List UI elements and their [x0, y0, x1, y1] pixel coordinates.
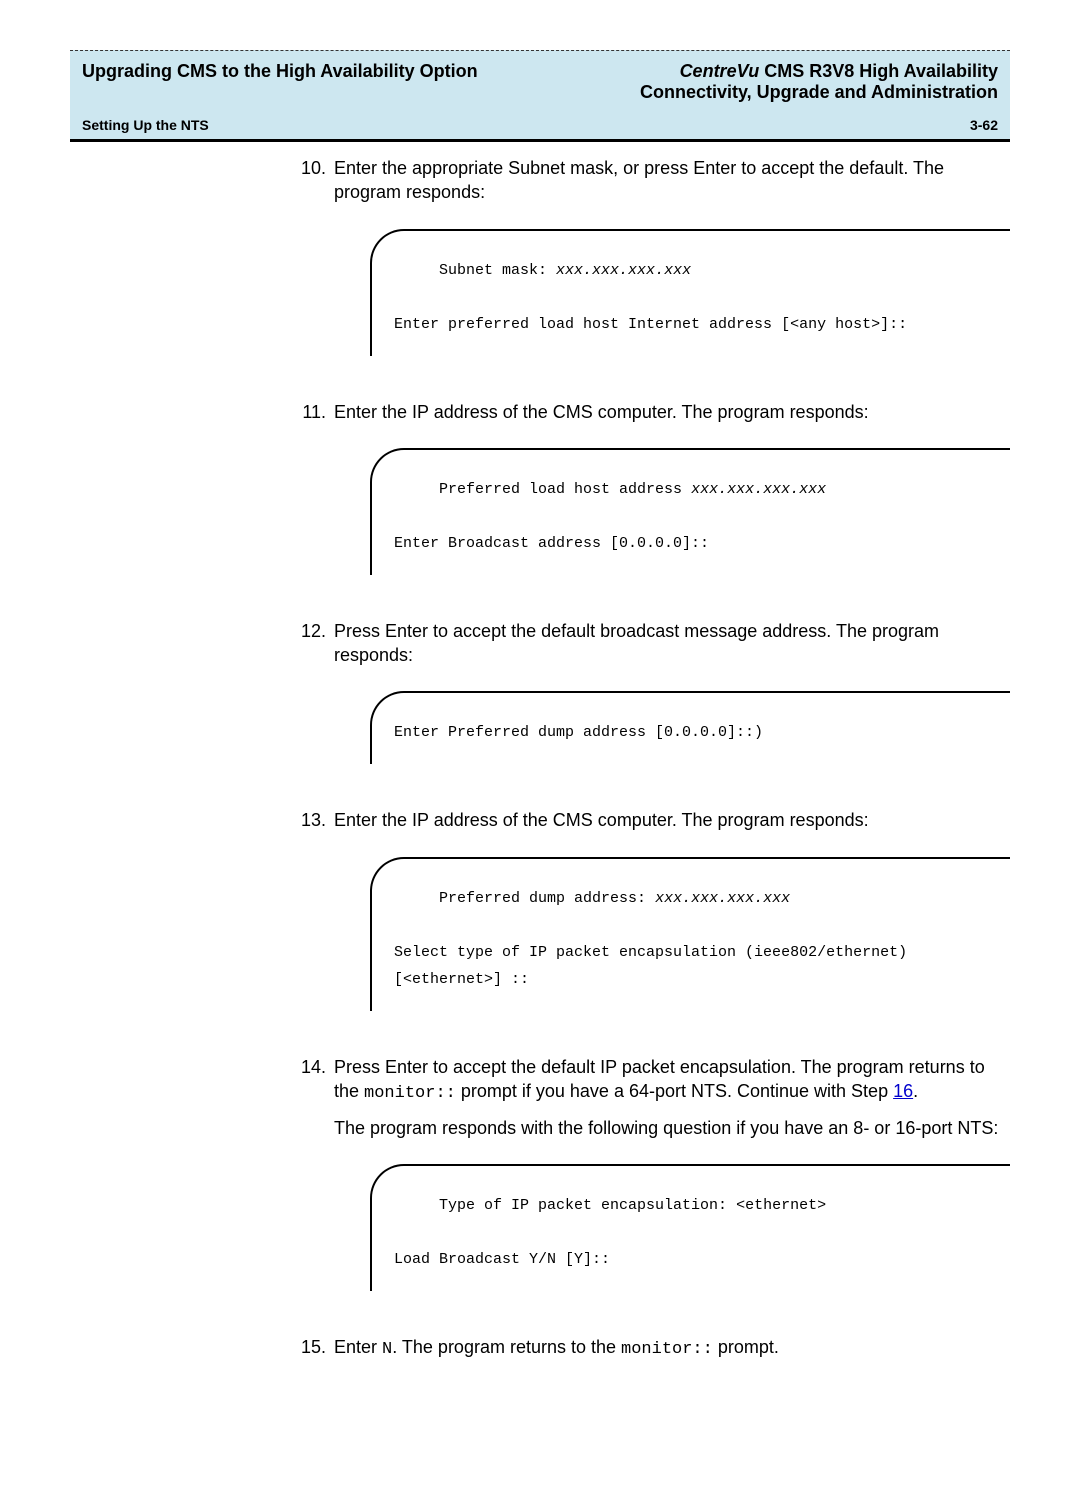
- header-right-rest: CMS R3V8 High Availability: [759, 61, 998, 81]
- terminal-line: Select type of IP packet encapsulation (…: [394, 939, 988, 966]
- terminal-line: [394, 503, 988, 530]
- step-body: Enter the appropriate Subnet mask, or pr…: [334, 156, 1010, 386]
- step: 11.Enter the IP address of the CMS compu…: [300, 400, 1010, 605]
- header-left-title: Upgrading CMS to the High Availability O…: [82, 61, 540, 82]
- step-body: Press Enter to accept the default broadc…: [334, 619, 1010, 795]
- terminal-line: [394, 284, 988, 311]
- header-sub-row: Setting Up the NTS 3-62: [82, 117, 998, 133]
- step-number: 11.: [300, 400, 334, 605]
- inline-code: N: [382, 1340, 392, 1359]
- step-text: Press Enter to accept the default IP pac…: [334, 1055, 1010, 1106]
- inline-code: monitor::: [364, 1084, 456, 1103]
- inline-code: monitor::: [621, 1340, 713, 1359]
- terminal-line: Enter Preferred dump address [0.0.0.0]::…: [394, 719, 988, 746]
- terminal-line: [394, 1219, 988, 1246]
- step-text: Enter the IP address of the CMS computer…: [334, 808, 1010, 832]
- step-text: The program responds with the following …: [334, 1116, 1010, 1140]
- step: 14.Press Enter to accept the default IP …: [300, 1055, 1010, 1322]
- step-number: 13.: [300, 808, 334, 1040]
- terminal-line: Enter preferred load host Internet addre…: [394, 311, 988, 338]
- terminal-line: [394, 912, 988, 939]
- terminal-line: [<ethernet>] ::: [394, 966, 988, 993]
- step-number: 14.: [300, 1055, 334, 1322]
- step-body: Enter N. The program returns to the moni…: [334, 1335, 1010, 1372]
- step-text: Enter the IP address of the CMS computer…: [334, 400, 1010, 424]
- terminal-line: Preferred load host address xxx.xxx.xxx.…: [394, 476, 988, 503]
- header-right-block: CentreVu CMS R3V8 High Availability Conn…: [540, 61, 998, 103]
- terminal-output: Type of IP packet encapsulation: <ethern…: [370, 1164, 1010, 1291]
- page-content: 10.Enter the appropriate Subnet mask, or…: [300, 142, 1010, 1372]
- step-number: 15.: [300, 1335, 334, 1372]
- terminal-line: Subnet mask: xxx.xxx.xxx.xxx: [394, 257, 988, 284]
- terminal-output: Subnet mask: xxx.xxx.xxx.xxx Enter prefe…: [370, 229, 1010, 356]
- terminal-output: Preferred dump address: xxx.xxx.xxx.xxx …: [370, 857, 1010, 1011]
- step-body: Enter the IP address of the CMS computer…: [334, 808, 1010, 1040]
- header-top-row: Upgrading CMS to the High Availability O…: [82, 61, 998, 103]
- step: 13.Enter the IP address of the CMS compu…: [300, 808, 1010, 1040]
- step: 10.Enter the appropriate Subnet mask, or…: [300, 156, 1010, 386]
- step-text: Enter the appropriate Subnet mask, or pr…: [334, 156, 1010, 205]
- header-sub-left: Setting Up the NTS: [82, 117, 209, 133]
- terminal-line: Preferred dump address: xxx.xxx.xxx.xxx: [394, 885, 988, 912]
- header-right-subtitle: Connectivity, Upgrade and Administration: [640, 82, 998, 102]
- step-text: Enter N. The program returns to the moni…: [334, 1335, 1010, 1362]
- terminal-line: Load Broadcast Y/N [Y]::: [394, 1246, 988, 1273]
- terminal-output: Enter Preferred dump address [0.0.0.0]::…: [370, 691, 1010, 764]
- step-body: Enter the IP address of the CMS computer…: [334, 400, 1010, 605]
- step-link[interactable]: 16: [893, 1081, 913, 1101]
- terminal-line: Enter Broadcast address [0.0.0.0]::: [394, 530, 988, 557]
- terminal-output: Preferred load host address xxx.xxx.xxx.…: [370, 448, 1010, 575]
- step-number: 10.: [300, 156, 334, 386]
- step-text: Press Enter to accept the default broadc…: [334, 619, 1010, 668]
- step-number: 12.: [300, 619, 334, 795]
- step: 12.Press Enter to accept the default bro…: [300, 619, 1010, 795]
- header-sub-right: 3-62: [970, 117, 998, 133]
- step-body: Press Enter to accept the default IP pac…: [334, 1055, 1010, 1322]
- page-header: Upgrading CMS to the High Availability O…: [70, 50, 1010, 139]
- step: 15.Enter N. The program returns to the m…: [300, 1335, 1010, 1372]
- header-right-prefix: CentreVu: [680, 61, 760, 81]
- terminal-line: Type of IP packet encapsulation: <ethern…: [394, 1192, 988, 1219]
